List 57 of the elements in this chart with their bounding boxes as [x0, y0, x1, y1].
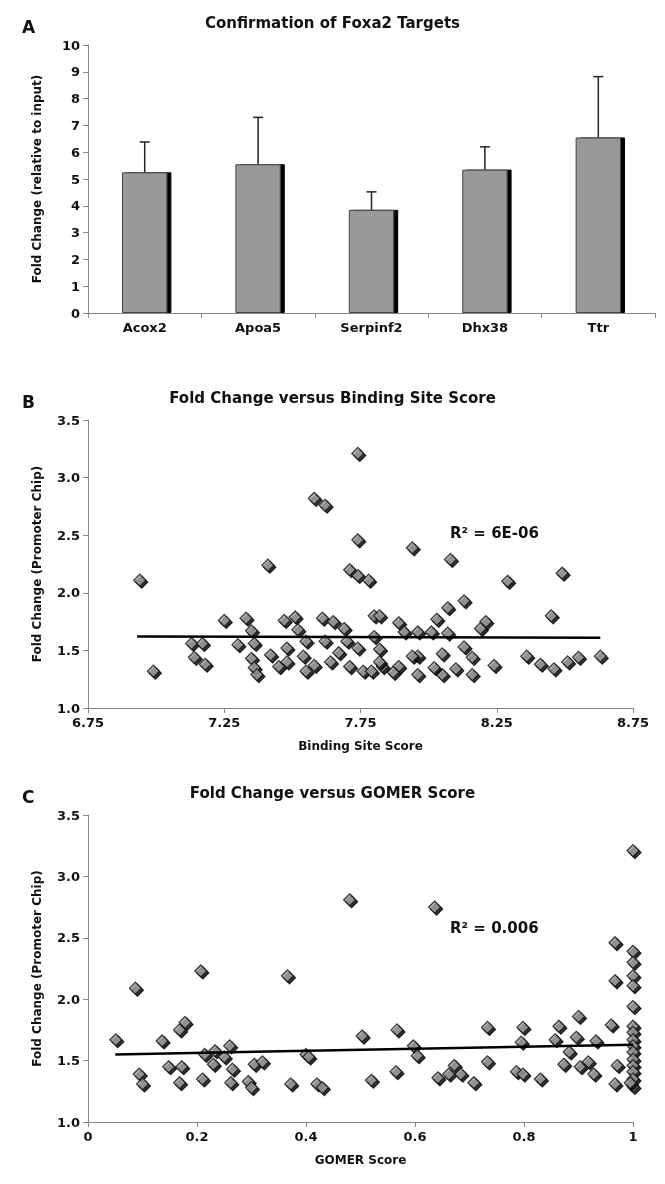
x-tick-label: 0.8 — [512, 1129, 536, 1144]
x-tick-label: 7.25 — [208, 715, 241, 730]
x-axis-title: GOMER Score — [314, 1153, 407, 1167]
text: C — [22, 786, 35, 807]
chart-title: Fold Change versus Binding Site Score — [169, 388, 496, 407]
y-tick-label: 9 — [70, 64, 80, 80]
x-tick-label: 6.75 — [71, 715, 105, 730]
y-axis-title: Fold Change (Promoter Chip) — [30, 465, 44, 663]
x-tick-label: Serpinf2 — [340, 320, 403, 335]
x-tick-label: 7.75 — [344, 715, 377, 730]
chart-title: Confirmation of Foxa2 Targets — [204, 13, 461, 32]
x-tick-label: Apoa5 — [235, 320, 282, 335]
x-tick-label: 0.6 — [403, 1129, 427, 1144]
x-tick-label: Ttr — [587, 320, 610, 335]
y-tick-label: 2.0 — [56, 991, 80, 1007]
y-axis-title: Fold Change (relative to input) — [30, 74, 44, 284]
y-tick-label: 3.5 — [56, 807, 80, 823]
x-tick-label: 0 — [83, 1129, 93, 1144]
y-tick-label: 1.0 — [56, 1114, 80, 1130]
x-tick-label: 1 — [628, 1129, 638, 1144]
x-tick-label: 0.4 — [294, 1129, 318, 1144]
y-tick-label: 2 — [70, 251, 80, 267]
x-axis-title: Binding Site Score — [298, 739, 423, 753]
y-tick-label: 1.5 — [56, 642, 80, 658]
y-tick-label: 6 — [70, 144, 80, 160]
text: B — [22, 391, 35, 412]
y-tick-label: 3.0 — [56, 470, 80, 486]
y-tick-label: 0 — [70, 305, 80, 321]
text: A — [22, 16, 36, 37]
x-tick-label: Acox2 — [122, 320, 167, 335]
x-tick-label: 8.75 — [616, 715, 650, 730]
y-tick-label: 4 — [70, 198, 80, 214]
annotation: R² = 6E-06 — [450, 523, 539, 542]
chart-title: Fold Change versus GOMER Score — [189, 783, 476, 802]
y-tick-label: 8 — [70, 91, 80, 107]
x-tick-label: Dhx38 — [461, 320, 509, 335]
bar — [122, 172, 168, 313]
bar — [462, 169, 508, 313]
bar — [348, 209, 395, 313]
y-tick-label: 2.5 — [56, 527, 80, 543]
y-tick-label: 5 — [70, 171, 80, 187]
y-tick-label: 10 — [61, 37, 80, 53]
y-tick-label: 1.0 — [56, 700, 80, 716]
y-tick-label: 1.5 — [56, 1053, 80, 1069]
y-tick-label: 3.5 — [56, 412, 80, 428]
y-axis-title: Fold Change (Promoter Chip) — [30, 870, 44, 1067]
y-tick-label: 2.0 — [56, 585, 80, 601]
y-tick-label: 3 — [70, 225, 80, 241]
y-tick-label: 1 — [70, 278, 80, 294]
y-tick-label: 7 — [70, 117, 80, 133]
bar — [575, 137, 621, 313]
x-tick-label: 8.25 — [480, 715, 513, 730]
x-tick-label: 0.2 — [185, 1129, 209, 1144]
y-tick-label: 2.5 — [56, 930, 80, 946]
annotation: R² = 0.006 — [450, 918, 539, 937]
y-tick-label: 3.0 — [56, 868, 80, 884]
bar — [235, 164, 281, 313]
